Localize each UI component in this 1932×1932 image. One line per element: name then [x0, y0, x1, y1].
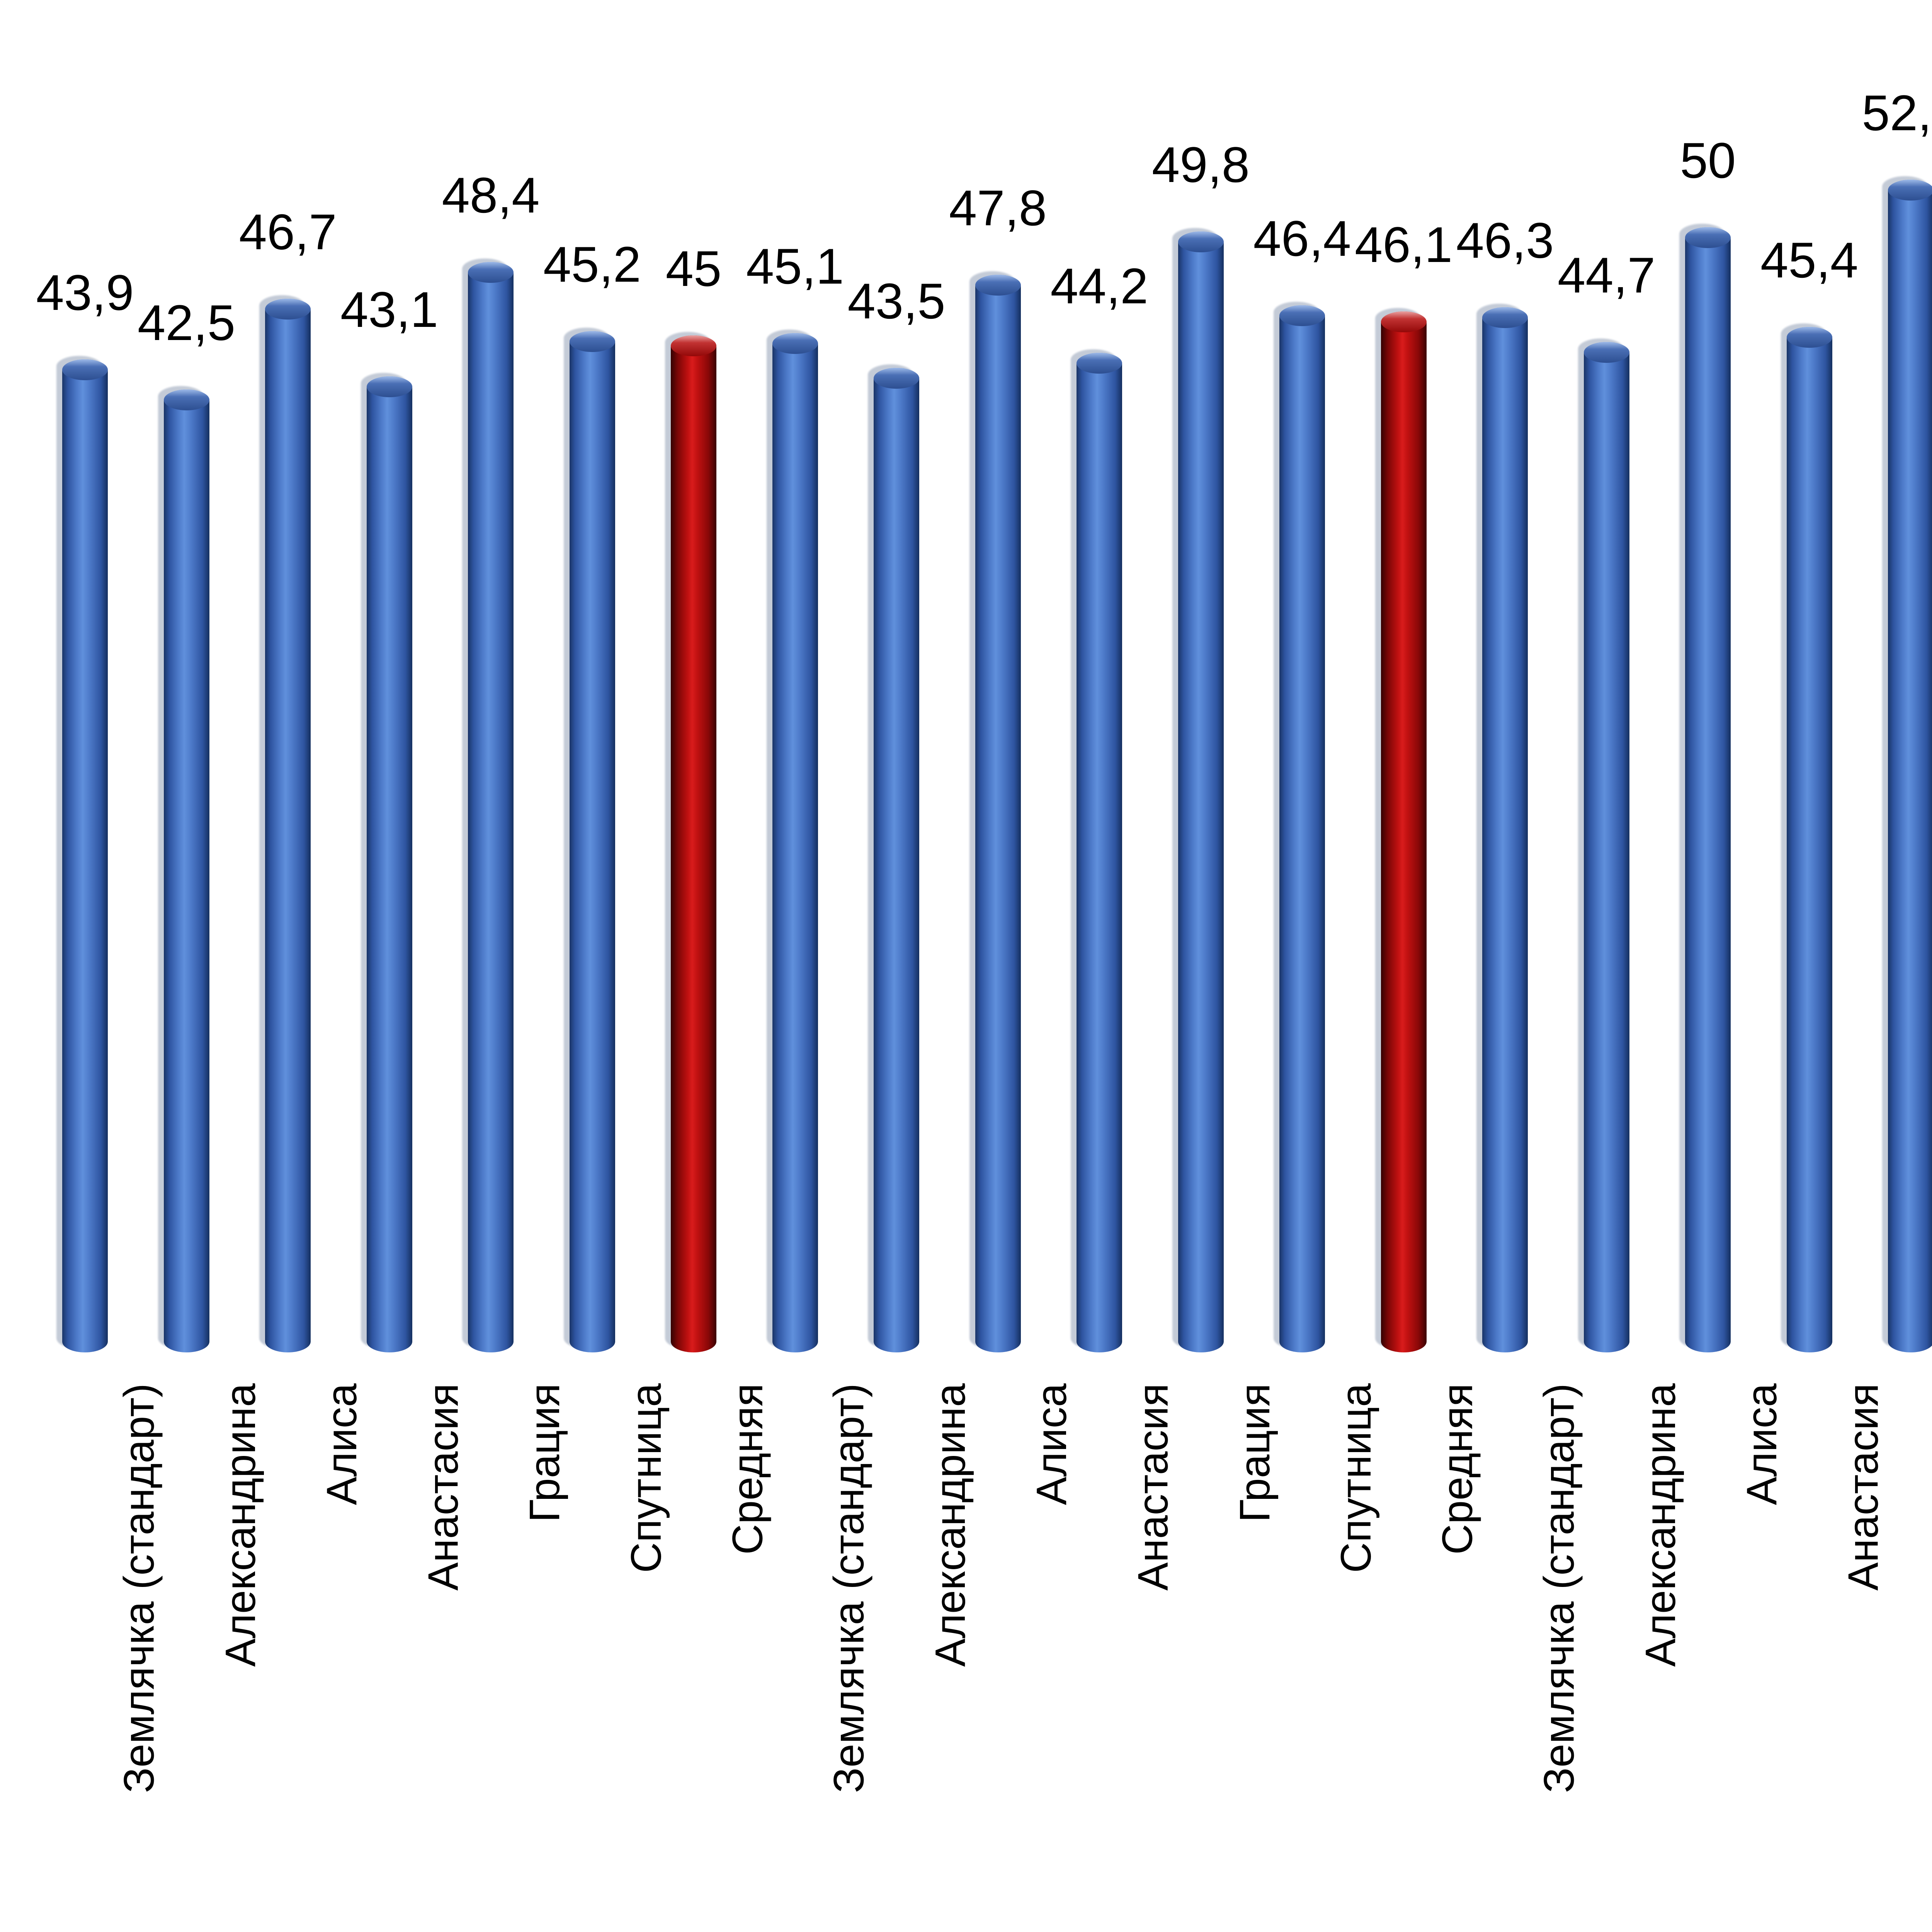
- category-axis-label: Александрина: [1636, 1383, 1684, 1667]
- category-axis-label: Спутница: [1332, 1383, 1380, 1573]
- bar-value-label: 50: [1680, 132, 1736, 189]
- category-axis-label: Анастасия: [419, 1383, 467, 1591]
- category-axis-label: Землячка (стандарт): [825, 1383, 873, 1793]
- bar-group3-5: [1888, 179, 1932, 1352]
- bar-group1-5: [468, 262, 514, 1352]
- bar-value-label: 52,2: [1862, 84, 1932, 141]
- bar-value-label: 45,1: [746, 238, 844, 295]
- bar-value-label: 49,8: [1151, 136, 1250, 193]
- bar-value-label: 48,4: [442, 167, 540, 223]
- bar-value-label: 45: [665, 240, 722, 297]
- bar-value-label: 43,1: [340, 281, 439, 338]
- bar-group2-3: [975, 275, 1021, 1352]
- category-axis-label: Алиса: [1028, 1383, 1076, 1505]
- category-axis-label: Грация: [521, 1383, 568, 1522]
- category-axis-label: Анастасия: [1839, 1383, 1887, 1591]
- bar-group2-4: [1077, 352, 1122, 1352]
- bar-group2-6: [1279, 305, 1325, 1352]
- category-axis-label: Александрина: [216, 1383, 264, 1667]
- category-axis-label: Алиса: [318, 1383, 366, 1505]
- category-axis-label: Александрина: [927, 1383, 974, 1667]
- bar-group3-1: [1482, 307, 1528, 1352]
- bar-group2-5: [1178, 231, 1224, 1352]
- category-axis-label: Алиса: [1738, 1383, 1786, 1505]
- bar-group1-1: [62, 359, 108, 1352]
- bar-group3-2: [1583, 342, 1629, 1352]
- bar-group2-2: [874, 368, 919, 1352]
- category-axis-label: Средняя: [1434, 1383, 1481, 1555]
- bar-group1-3: [265, 298, 311, 1352]
- bar-value-label: 44,7: [1557, 247, 1656, 303]
- category-axis-label: Анастасия: [1129, 1383, 1177, 1591]
- group-axis-label: Обработка водой (контроль): [0, 1926, 853, 1932]
- bar-value-label: 42,5: [137, 294, 236, 351]
- bar-value-label: 44,2: [1050, 257, 1148, 314]
- bar-group1-4: [366, 376, 412, 1352]
- category-axis-label: Грация: [1231, 1383, 1279, 1522]
- category-axis-label: Землячка (стандарт): [1535, 1383, 1583, 1793]
- bar-value-label: 46,3: [1456, 212, 1554, 269]
- bar-group2-1: [772, 333, 818, 1352]
- bar-value-label: 46,4: [1253, 210, 1351, 267]
- bar-group1-6: [569, 331, 615, 1352]
- bar-value-label: 43,9: [36, 264, 134, 321]
- bar-value-label: 48,4: [1893, 169, 1932, 221]
- average-bar-group1-7: [671, 335, 716, 1352]
- category-axis-label: Средняя: [724, 1383, 771, 1555]
- group-axis-label: Мивал- агро (15 г/т): [1346, 1926, 1932, 1932]
- bar-group1-2: [163, 389, 209, 1352]
- bar-group3-4: [1786, 327, 1832, 1352]
- bar-value-label: 47,8: [949, 180, 1047, 236]
- category-axis-label: Землячка (стандарт): [115, 1383, 163, 1793]
- bar-value-label: 46,7: [239, 203, 337, 260]
- group-axis-label: Альбит (60 мл/т): [636, 1926, 1563, 1932]
- bar-group3-3: [1685, 227, 1731, 1352]
- bar-value-label: 45,4: [1760, 231, 1859, 288]
- bar-value-label: 45,2: [543, 236, 641, 293]
- bar-value-label: 46,1: [1354, 216, 1453, 273]
- category-axis-label: Спутница: [622, 1383, 670, 1573]
- bar-value-label: 43,5: [847, 273, 946, 329]
- average-bar-group2-7: [1381, 311, 1427, 1352]
